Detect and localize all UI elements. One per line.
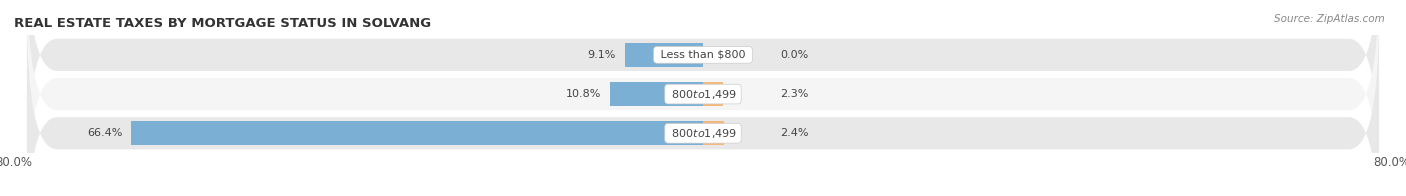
FancyBboxPatch shape: [27, 12, 1379, 196]
FancyBboxPatch shape: [27, 0, 1379, 176]
Text: 10.8%: 10.8%: [567, 89, 602, 99]
Text: $800 to $1,499: $800 to $1,499: [668, 127, 738, 140]
Bar: [131, 121, 703, 145]
FancyBboxPatch shape: [27, 0, 1379, 196]
Text: $800 to $1,499: $800 to $1,499: [668, 88, 738, 101]
Text: 2.4%: 2.4%: [780, 128, 808, 138]
Text: REAL ESTATE TAXES BY MORTGAGE STATUS IN SOLVANG: REAL ESTATE TAXES BY MORTGAGE STATUS IN …: [14, 17, 432, 30]
Bar: [703, 82, 723, 106]
Bar: [610, 82, 703, 106]
Text: 0.0%: 0.0%: [780, 50, 808, 60]
Bar: [703, 121, 724, 145]
Text: 66.4%: 66.4%: [87, 128, 122, 138]
Text: Less than $800: Less than $800: [657, 50, 749, 60]
Text: 2.3%: 2.3%: [780, 89, 808, 99]
Text: 9.1%: 9.1%: [588, 50, 616, 60]
Text: Source: ZipAtlas.com: Source: ZipAtlas.com: [1274, 14, 1385, 24]
Bar: [624, 43, 703, 67]
